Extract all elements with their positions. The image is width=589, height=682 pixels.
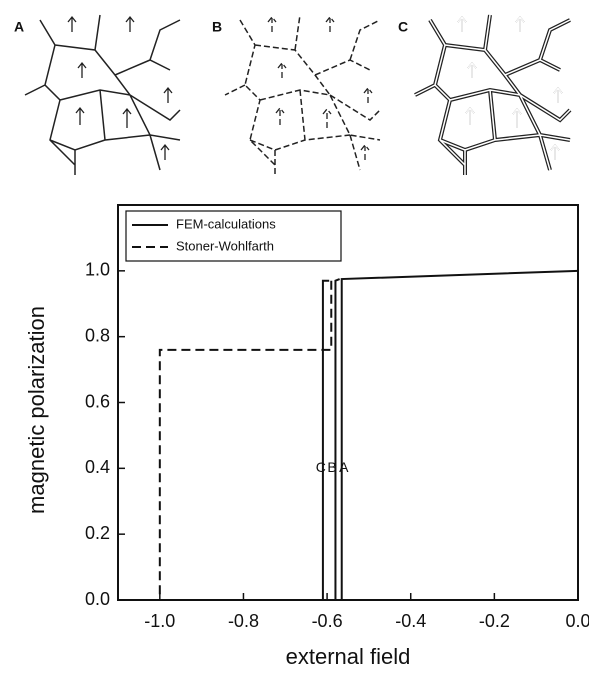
series-line	[321, 279, 330, 600]
panel-label: B	[212, 19, 222, 35]
annotation: C	[316, 459, 326, 475]
x-tick-label: -1.0	[144, 611, 175, 631]
x-tick-label: 0.0	[565, 611, 589, 631]
y-tick-label: 0.2	[85, 523, 110, 543]
y-tick-label: 1.0	[85, 260, 110, 280]
x-tick-label: -0.8	[228, 611, 259, 631]
legend-label: FEM-calculations	[176, 216, 276, 231]
series-line	[158, 280, 333, 600]
annotation: A	[339, 459, 349, 475]
series-line	[340, 269, 579, 600]
panel-label: C	[398, 19, 408, 35]
grain-panel-a	[24, 14, 181, 176]
grain-diagrams	[24, 13, 572, 177]
plot-frame	[117, 204, 579, 601]
series-line	[334, 278, 341, 600]
annotation: B	[327, 459, 336, 475]
y-tick-label: 0.8	[85, 325, 110, 345]
y-axis-label: magnetic polarization	[24, 306, 49, 514]
x-axis-label: external field	[286, 644, 411, 669]
grain-panel-b	[224, 14, 381, 176]
y-tick-label: 0.0	[85, 589, 110, 609]
panel-label: A	[14, 19, 24, 35]
y-tick-label: 0.6	[85, 391, 110, 411]
x-tick-label: -0.6	[312, 611, 343, 631]
x-tick-label: -0.2	[479, 611, 510, 631]
legend-label: Stoner-Wohlfarth	[176, 238, 274, 253]
y-tick-label: 0.4	[85, 457, 110, 477]
legend-box	[125, 210, 342, 262]
x-tick-label: -0.4	[395, 611, 426, 631]
